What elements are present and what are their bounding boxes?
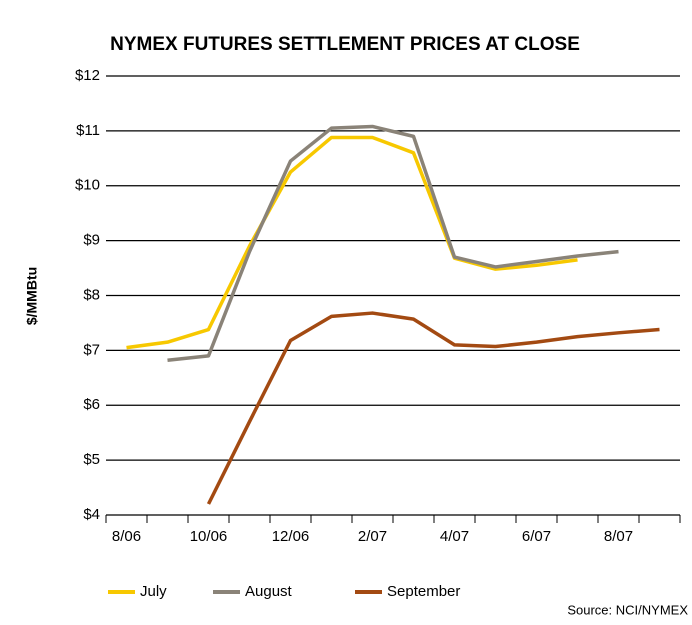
- legend-label: July: [140, 583, 167, 600]
- series-line: [206, 311, 660, 505]
- y-tick-label: $7: [83, 341, 100, 358]
- chart-title: NYMEX FUTURES SETTLEMENT PRICES AT CLOSE: [110, 34, 580, 55]
- x-tick-label: 6/07: [522, 528, 551, 545]
- series-line: [126, 135, 578, 350]
- y-tick-label: $12: [75, 67, 100, 84]
- x-tick-label: 8/07: [604, 528, 633, 545]
- source: Source: NCI/NYMEX: [567, 602, 688, 617]
- legend-label: August: [245, 583, 293, 600]
- y-tick-label: $6: [83, 396, 100, 413]
- y-tick-label: $8: [83, 286, 100, 303]
- x-tick-label: 2/07: [358, 528, 387, 545]
- series-line: [167, 124, 619, 362]
- x-tick-label: 12/06: [272, 528, 310, 545]
- legend-label: September: [387, 583, 460, 600]
- x-tick-label: 10/06: [190, 528, 228, 545]
- x-tick-label: 8/06: [112, 528, 141, 545]
- y-tick-label: $10: [75, 177, 100, 194]
- y-tick-label: $11: [76, 122, 100, 139]
- x-tick-label: 4/07: [440, 528, 469, 545]
- y-tick-label: $4: [83, 506, 100, 523]
- y-axis-label: $/MMBtu: [24, 267, 40, 325]
- y-tick-label: $9: [83, 232, 100, 249]
- y-tick-label: $5: [83, 451, 100, 468]
